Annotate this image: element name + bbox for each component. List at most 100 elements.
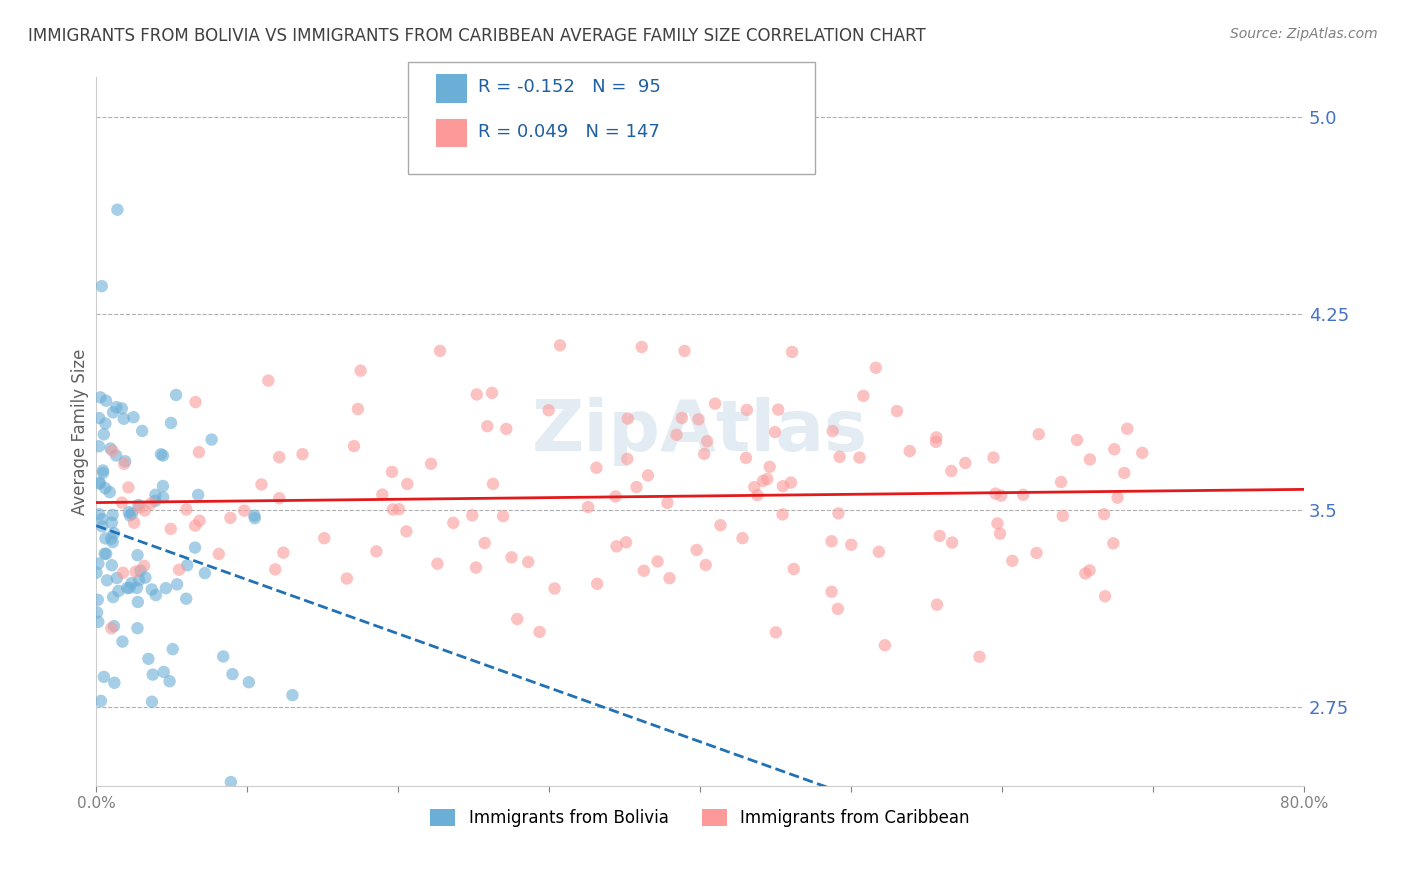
Immigrants from Bolivia (165, 388, 187, 402)
Immigrants from Caribbean (576, 500, 599, 514)
Immigrants from Caribbean (693, 447, 716, 461)
Immigrants from Caribbean (772, 479, 794, 493)
Immigrants from Bolivia (118, 505, 141, 519)
Immigrants from Caribbean (983, 450, 1005, 465)
Immigrants from Bolivia (121, 507, 143, 521)
Immigrants from Caribbean (264, 562, 287, 576)
Immigrants from Caribbean (941, 464, 963, 478)
Text: R = -0.152   N =  95: R = -0.152 N = 95 (478, 78, 661, 96)
Immigrants from Caribbean (167, 563, 190, 577)
Immigrants from Bolivia (96, 792, 118, 806)
Immigrants from Caribbean (529, 624, 551, 639)
Immigrants from Caribbean (517, 555, 540, 569)
Immigrants from Bolivia (145, 488, 167, 502)
Immigrants from Bolivia (212, 649, 235, 664)
Immigrants from Caribbean (1102, 536, 1125, 550)
Immigrants from Caribbean (349, 364, 371, 378)
Immigrants from Caribbean (873, 638, 896, 652)
Immigrants from Caribbean (925, 434, 948, 449)
Immigrants from Caribbean (585, 460, 607, 475)
Immigrants from Caribbean (134, 503, 156, 517)
Immigrants from Bolivia (86, 606, 108, 620)
Immigrants from Bolivia (87, 439, 110, 453)
Immigrants from Bolivia (107, 202, 129, 217)
Immigrants from Caribbean (763, 425, 786, 439)
Immigrants from Bolivia (103, 619, 125, 633)
Immigrants from Caribbean (1104, 442, 1126, 457)
Immigrants from Caribbean (735, 450, 758, 465)
Immigrants from Caribbean (492, 509, 515, 524)
Immigrants from Caribbean (827, 507, 849, 521)
Immigrants from Bolivia (138, 652, 160, 666)
Immigrants from Caribbean (465, 387, 488, 401)
Immigrants from Bolivia (103, 526, 125, 541)
Immigrants from Caribbean (548, 338, 571, 352)
Immigrants from Bolivia (105, 400, 128, 414)
Immigrants from Bolivia (105, 449, 128, 463)
Immigrants from Caribbean (481, 386, 503, 401)
Immigrants from Bolivia (105, 571, 128, 585)
Immigrants from Caribbean (709, 518, 731, 533)
Immigrants from Caribbean (122, 516, 145, 530)
Immigrants from Caribbean (441, 516, 464, 530)
Immigrants from Bolivia (101, 590, 124, 604)
Immigrants from Caribbean (426, 557, 449, 571)
Immigrants from Caribbean (695, 558, 717, 572)
Immigrants from Caribbean (371, 487, 394, 501)
Immigrants from Bolivia (87, 557, 110, 571)
Immigrants from Bolivia (145, 588, 167, 602)
Immigrants from Caribbean (336, 572, 359, 586)
Immigrants from Caribbean (827, 602, 849, 616)
Text: R = 0.049   N = 147: R = 0.049 N = 147 (478, 123, 659, 141)
Immigrants from Caribbean (752, 474, 775, 488)
Immigrants from Caribbean (586, 577, 609, 591)
Immigrants from Bolivia (103, 675, 125, 690)
Immigrants from Bolivia (238, 675, 260, 690)
Immigrants from Caribbean (366, 544, 388, 558)
Immigrants from Bolivia (243, 511, 266, 525)
Immigrants from Caribbean (984, 486, 1007, 500)
Immigrants from Caribbean (744, 480, 766, 494)
Text: ZipAtlas: ZipAtlas (531, 397, 868, 467)
Immigrants from Bolivia (131, 424, 153, 438)
Immigrants from Bolivia (118, 581, 141, 595)
Immigrants from Caribbean (420, 457, 443, 471)
Immigrants from Caribbean (233, 503, 256, 517)
Immigrants from Caribbean (184, 395, 207, 409)
Immigrants from Caribbean (1074, 566, 1097, 581)
Immigrants from Caribbean (990, 489, 1012, 503)
Immigrants from Bolivia (155, 581, 177, 595)
Immigrants from Caribbean (139, 497, 162, 511)
Immigrants from Bolivia (142, 667, 165, 681)
Immigrants from Caribbean (617, 411, 640, 425)
Immigrants from Bolivia (93, 670, 115, 684)
Immigrants from Caribbean (388, 502, 411, 516)
Immigrants from Bolivia (94, 393, 117, 408)
Immigrants from Bolivia (194, 566, 217, 580)
Immigrants from Caribbean (821, 424, 844, 438)
Immigrants from Caribbean (219, 511, 242, 525)
Immigrants from Caribbean (1130, 446, 1153, 460)
Immigrants from Caribbean (658, 571, 681, 585)
Immigrants from Bolivia (93, 547, 115, 561)
Immigrants from Caribbean (766, 402, 789, 417)
Immigrants from Caribbean (616, 451, 638, 466)
Immigrants from Bolivia (101, 535, 124, 549)
Immigrants from Bolivia (159, 674, 181, 689)
Immigrants from Caribbean (429, 343, 451, 358)
Immigrants from Bolivia (90, 279, 112, 293)
Immigrants from Caribbean (647, 554, 669, 568)
Immigrants from Caribbean (1094, 589, 1116, 603)
Immigrants from Bolivia (86, 566, 108, 580)
Immigrants from Bolivia (121, 576, 143, 591)
Immigrants from Caribbean (673, 343, 696, 358)
Immigrants from Caribbean (820, 534, 842, 549)
Immigrants from Bolivia (141, 695, 163, 709)
Immigrants from Caribbean (1078, 563, 1101, 577)
Immigrants from Bolivia (122, 410, 145, 425)
Immigrants from Caribbean (1052, 508, 1074, 523)
Immigrants from Caribbean (461, 508, 484, 523)
Immigrants from Caribbean (925, 598, 948, 612)
Immigrants from Bolivia (149, 447, 172, 461)
Immigrants from Bolivia (118, 508, 141, 523)
